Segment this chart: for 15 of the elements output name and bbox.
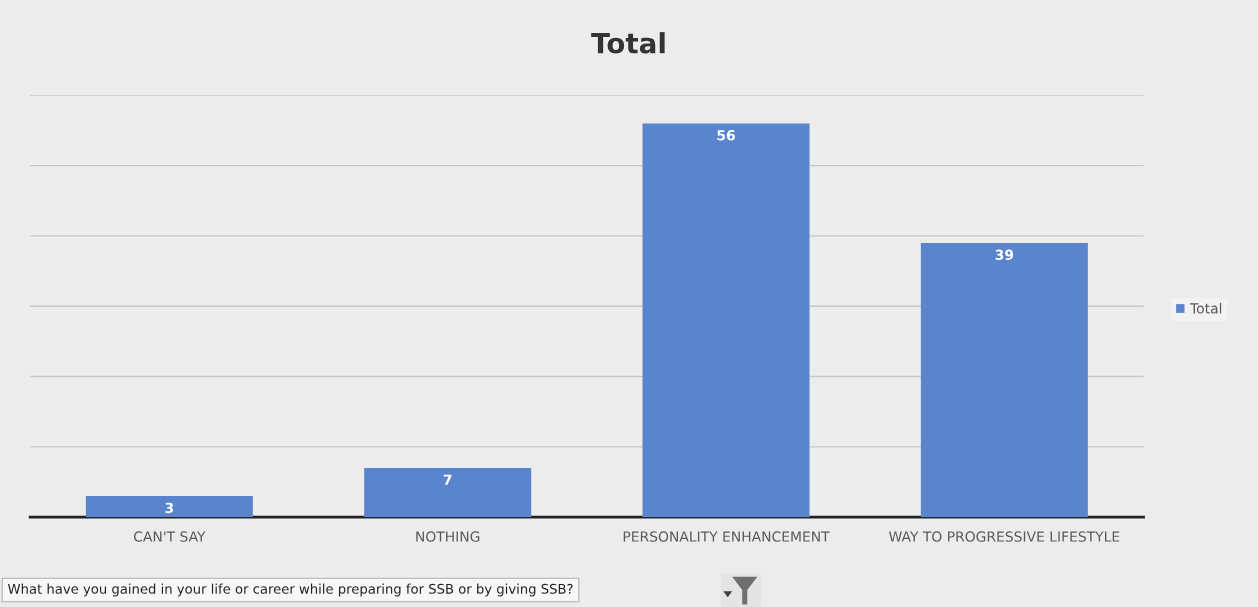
bar (642, 123, 810, 518)
legend-label: Total (1190, 302, 1222, 314)
bar (364, 467, 532, 518)
bar (920, 242, 1088, 518)
text: What have you gained in your life or career while preparing for SSB or by giving SSB? (7, 583, 573, 597)
chart-title: Total (591, 32, 665, 54)
data-label: 3 (165, 502, 174, 514)
data-label: 39 (995, 249, 1014, 261)
x-tick-label: NOTHING (416, 531, 480, 542)
x-tick-label: WAY TO PROGRESSIVE LIFESTYLE (889, 531, 1120, 542)
data-label: 7 (443, 474, 452, 485)
x-tick-label: CAN'T SAY (133, 531, 206, 542)
bar (85, 496, 253, 518)
data-label: 56 (717, 130, 735, 141)
x-tick-label: PERSONALITY ENHANCEMENT (623, 531, 830, 542)
